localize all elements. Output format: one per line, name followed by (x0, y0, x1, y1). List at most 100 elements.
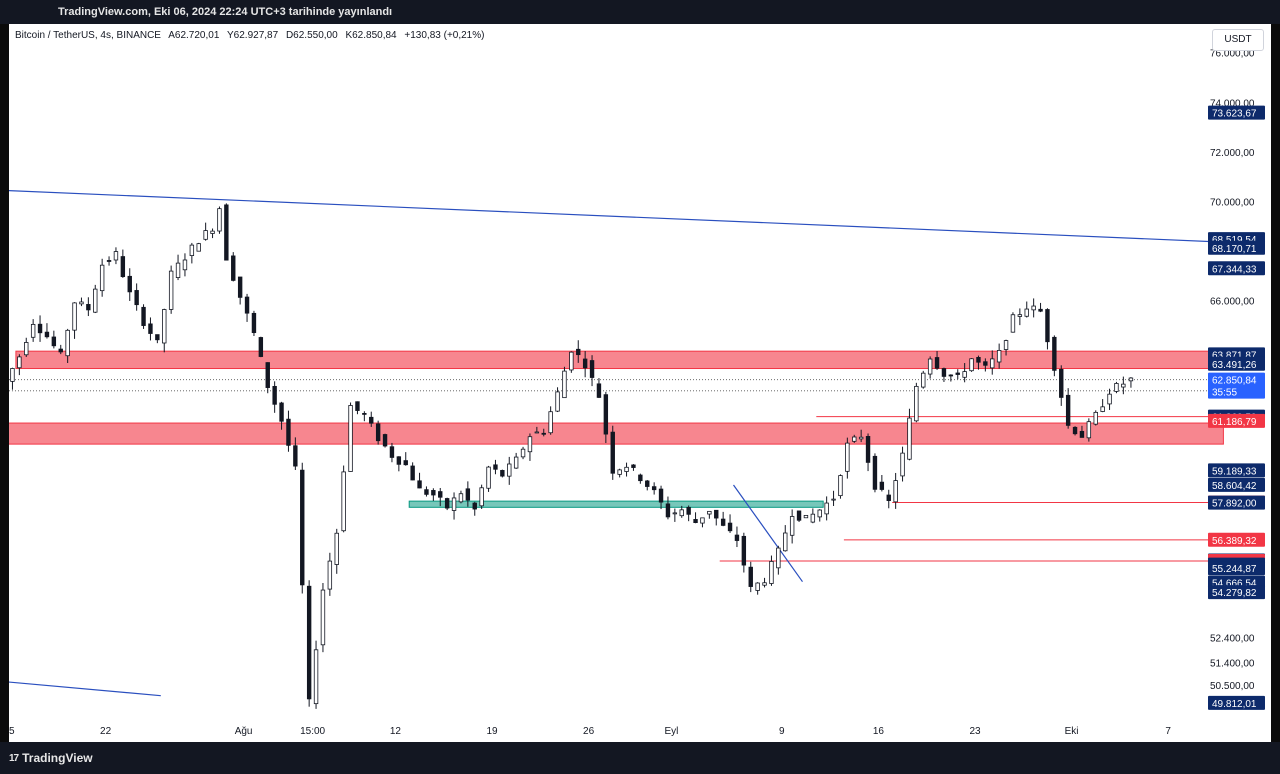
candle-body (562, 370, 567, 399)
price-tag-bg (1208, 585, 1265, 600)
candle (886, 489, 891, 509)
candle-body (86, 304, 91, 311)
candle-body (900, 452, 905, 477)
candle-body (727, 522, 733, 532)
candle-body (251, 312, 257, 334)
candle (251, 310, 257, 336)
candle (569, 351, 574, 373)
trendline (9, 190, 1224, 243)
candle (58, 344, 63, 355)
chart-panel[interactable]: 1522Ağu15:00121926Eyl91623Eki776.000,007… (9, 24, 1271, 742)
tv-logo-icon: 17 (9, 752, 19, 764)
price-tag-bg (1208, 261, 1265, 276)
candle-body (306, 585, 312, 700)
candle-body (596, 383, 602, 398)
candle (355, 401, 360, 415)
candle-body (493, 464, 498, 470)
plot-area (9, 190, 1224, 709)
candle (927, 356, 933, 379)
candle (893, 472, 898, 509)
candle (175, 254, 181, 281)
candle-body (396, 456, 402, 465)
y-tick-label: 70.000,00 (1210, 197, 1255, 208)
candle (714, 509, 719, 526)
candle-body (507, 463, 512, 477)
price-tag-bg (1208, 413, 1265, 428)
candle-body (872, 455, 878, 490)
candle (720, 511, 726, 527)
price-tag: 67.344,33 (1208, 261, 1265, 276)
candle (86, 297, 91, 317)
candle (596, 378, 602, 399)
candle (479, 484, 484, 509)
candle-body (831, 498, 836, 501)
candle-body (651, 486, 657, 491)
tradingview-brand[interactable]: 17 TradingView (9, 751, 93, 765)
price-tag-bg (1208, 695, 1265, 710)
price-tag-bg (1208, 372, 1265, 399)
price-tag: 49.812,01 (1208, 695, 1265, 710)
candle-body (921, 372, 926, 388)
y-tick-label: 74.000,00 (1210, 98, 1255, 109)
price-chart[interactable]: 1522Ağu15:00121926Eyl91623Eki776.000,007… (9, 24, 1271, 742)
candle (617, 468, 622, 478)
trendline (9, 681, 161, 697)
price-tag: 55.244,87 (1208, 561, 1265, 576)
candle (417, 472, 422, 489)
candle (1038, 302, 1043, 313)
candle-body (1059, 368, 1064, 398)
candle-body (755, 582, 760, 591)
candle (679, 505, 684, 518)
candle (741, 532, 747, 573)
candle (348, 402, 353, 472)
candle (990, 350, 995, 375)
candle-body (700, 517, 705, 524)
candle (403, 452, 408, 466)
price-tag-bg (1208, 240, 1265, 255)
candle (686, 505, 691, 522)
candle (168, 265, 174, 314)
price-tag-bg (1208, 532, 1265, 547)
candle (776, 545, 781, 575)
candle-body (1045, 309, 1050, 343)
candle-body (210, 230, 215, 234)
candle-body (1114, 383, 1119, 392)
candle-body (776, 547, 781, 569)
candle (1072, 426, 1078, 436)
candle-body (486, 466, 491, 489)
candle-body (472, 502, 477, 510)
candle-body (369, 416, 374, 424)
symbol-label[interactable]: Bitcoin / TetherUS, 4s, BINANCE (15, 30, 161, 41)
candle (907, 408, 912, 461)
publish-stamp: TradingView.com, Eki 06, 2024 22:24 UTC+… (58, 6, 393, 18)
candle (541, 428, 546, 437)
candle (99, 258, 105, 297)
candle (1017, 308, 1023, 326)
candle (831, 490, 836, 506)
candle-body (658, 488, 664, 503)
candle-body (624, 466, 629, 472)
candle (341, 465, 346, 533)
candle-body (217, 208, 222, 232)
candle (51, 330, 57, 349)
candle-body (258, 337, 264, 357)
candle-body (438, 491, 443, 498)
candle (10, 367, 15, 390)
high-value: Y62.927,87 (227, 30, 279, 41)
candle (631, 464, 636, 471)
candle-body (569, 351, 574, 371)
candle (272, 381, 277, 413)
candle (755, 582, 760, 595)
candle-body (941, 368, 947, 377)
price-tag-label: 54.666,54 (1212, 579, 1257, 590)
candle (120, 249, 126, 278)
currency-button[interactable]: USDT (1212, 29, 1264, 51)
candle-body (762, 582, 767, 586)
candle-body (783, 532, 788, 552)
candle-body (44, 331, 50, 338)
accumulation-zone (408, 500, 824, 508)
candle (562, 366, 567, 399)
candle (610, 425, 615, 480)
candle-body (341, 471, 346, 532)
candle-body (106, 260, 112, 262)
